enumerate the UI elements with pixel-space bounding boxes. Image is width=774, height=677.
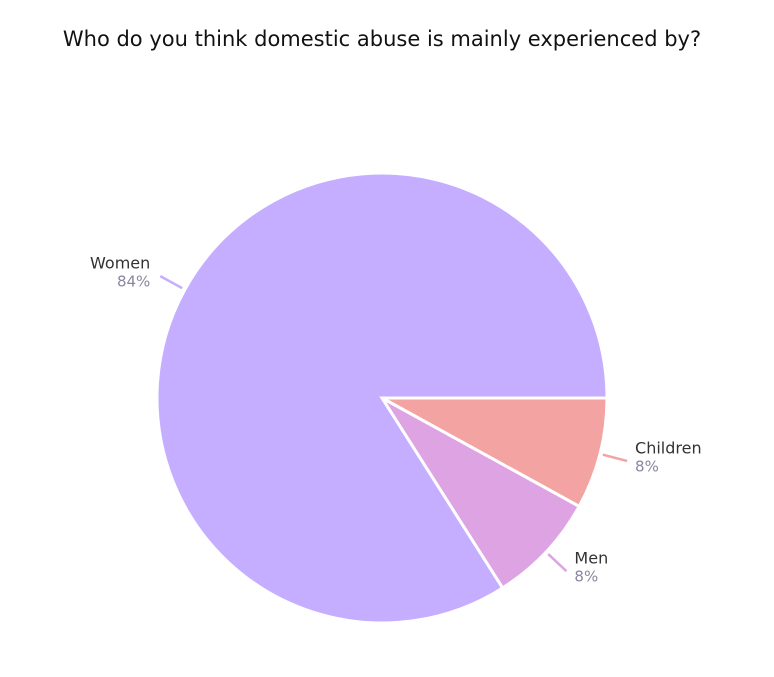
pie-slice bbox=[380, 396, 582, 591]
slice-value-label: 8% bbox=[635, 457, 659, 475]
slice-label: Women bbox=[90, 254, 150, 273]
chart-title: Who do you think domestic abuse is mainl… bbox=[63, 27, 701, 51]
slice-label: Men bbox=[574, 549, 608, 568]
leader-line bbox=[159, 275, 183, 290]
slice-label: Children bbox=[635, 438, 702, 457]
leader-line bbox=[602, 453, 628, 463]
slice-value-label: 84% bbox=[117, 273, 150, 291]
pie-slice bbox=[155, 171, 609, 625]
slice-value-label: 8% bbox=[574, 568, 598, 586]
pie-slice bbox=[381, 396, 609, 509]
leader-line bbox=[547, 553, 568, 573]
